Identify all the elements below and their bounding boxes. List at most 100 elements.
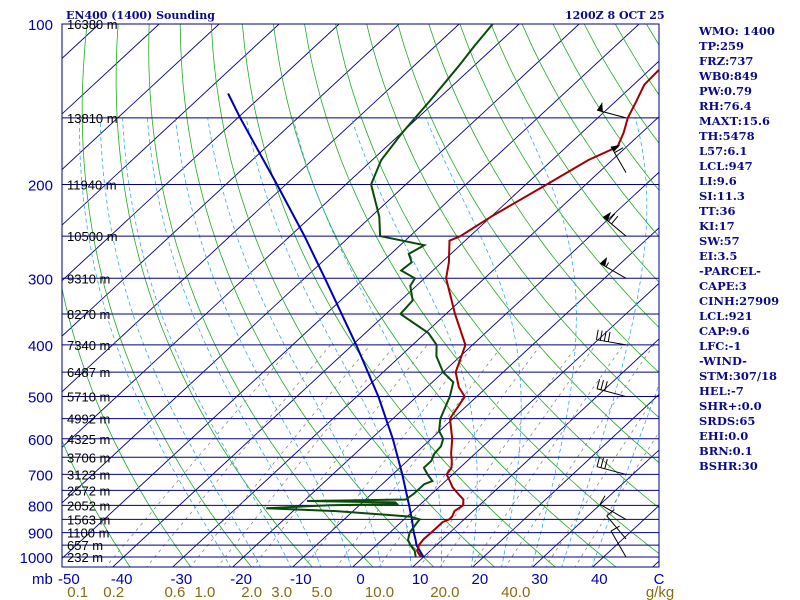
height-label: 3123 m	[67, 467, 110, 482]
index-item: PW:0.79	[699, 84, 753, 98]
mixing-ratio-line	[470, 344, 624, 567]
barb-staff	[602, 216, 627, 237]
mixing-ratio-label: 0.6	[164, 584, 185, 600]
height-label: 232 m	[67, 550, 103, 565]
height-label: 11940 m	[67, 177, 117, 192]
mixing-ratio-label: 5.0	[311, 584, 332, 600]
height-label: 16380 m	[67, 17, 118, 32]
index-item: STM:307/18	[699, 369, 778, 383]
parcel-trace	[227, 93, 425, 558]
pressure-label: 400	[28, 338, 53, 355]
wind-barb	[610, 144, 627, 173]
background-grid	[0, 24, 659, 568]
temperature-tick-label: -40	[111, 571, 133, 588]
dry-adiabat-line	[148, 24, 374, 567]
isotherm-line	[62, 24, 580, 504]
height-label: 10500 m	[67, 229, 118, 244]
height-label: 6487 m	[67, 365, 110, 380]
index-item: CAP:9.6	[699, 324, 750, 338]
barb-flag	[610, 525, 620, 532]
index-item: FRZ:737	[699, 54, 754, 68]
dry-adiabat-line	[210, 24, 496, 567]
barb-pennant	[600, 257, 608, 267]
mixing-ratio-label: 10.0	[365, 584, 394, 600]
barb-staff	[599, 262, 627, 279]
height-label: 2052 m	[67, 498, 110, 513]
index-item: TP:259	[699, 39, 745, 53]
temperature-tick-label: 10	[412, 571, 429, 588]
height-label: 657 m	[67, 538, 103, 553]
temperature-tick-label: -10	[290, 571, 312, 588]
pressure-label: 1000	[20, 550, 53, 567]
dry-adiabat-line	[62, 286, 192, 567]
index-item: TT:36	[699, 204, 736, 218]
isotherm-line	[62, 24, 640, 560]
isotherm-line	[172, 116, 659, 567]
temperature-tick-label: 20	[472, 571, 489, 588]
index-item: HEL:-7	[699, 384, 744, 398]
mixing-ratio-label: 20.0	[430, 584, 459, 600]
mixing-ratio-label: 1.0	[194, 584, 215, 600]
index-item: L57:6.1	[699, 144, 748, 158]
mixing-ratio-line	[439, 344, 596, 567]
index-item: LCL:921	[699, 309, 753, 323]
mixing-ratio-line	[419, 344, 578, 567]
wind-barb	[610, 525, 627, 558]
pressure-label: 700	[28, 467, 53, 484]
wind-barb	[596, 378, 627, 398]
dry-adiabat-line	[62, 439, 131, 567]
barb-staff	[596, 109, 627, 119]
index-item: LFC:-1	[699, 339, 742, 353]
height-label: 7340 m	[67, 338, 110, 353]
mixing-ratio-label: 2.0	[241, 584, 262, 600]
temperature-tick-label: -20	[230, 571, 252, 588]
barb-flag	[606, 509, 615, 517]
sounding-time: 1200Z 8 OCT 25	[565, 9, 665, 22]
dewpoint-trace	[266, 24, 494, 558]
moist-adiabat-line	[521, 117, 577, 567]
barb-staff	[596, 466, 627, 475]
dry-adiabat-line	[335, 24, 659, 509]
index-item: BRN:0.1	[699, 444, 753, 458]
dry-adiabat-line	[179, 24, 435, 567]
mixing-ratio-line	[105, 344, 294, 567]
barb-staff	[610, 530, 627, 558]
index-item: EI:3.5	[699, 249, 738, 263]
index-item: TH:5478	[699, 129, 755, 143]
index-item: SI:11.3	[699, 189, 745, 203]
mixing-ratio-line	[504, 344, 655, 567]
dry-adiabat-line	[81, 24, 253, 567]
barb-pennant	[611, 144, 621, 152]
dry-adiabat-line	[366, 24, 659, 464]
mixing-ratio-label: 0.2	[103, 584, 124, 600]
wind-barb	[599, 495, 627, 520]
height-label: 9310 m	[67, 271, 110, 286]
barb-flag	[599, 330, 603, 341]
dry-adiabat-line	[242, 24, 556, 567]
dry-adiabat-line	[397, 24, 659, 418]
isotherm-line	[412, 338, 659, 567]
isotherm-line	[0, 24, 39, 568]
barb-flag	[614, 147, 624, 154]
temperature-tick-label: -30	[171, 571, 193, 588]
index-item: MAXT:15.6	[699, 114, 770, 128]
barb-flag	[596, 456, 601, 467]
temperature-tick-label: -50	[58, 571, 80, 588]
height-label: 1563 m	[67, 512, 110, 527]
index-item: BSHR:30	[699, 459, 758, 473]
wind-barb	[602, 211, 627, 237]
mixing-ratio-line	[335, 344, 504, 567]
dry-adiabat-line	[490, 24, 659, 283]
profiles	[227, 24, 659, 558]
station-title: EN400 (1400) Sounding	[66, 9, 215, 22]
index-item: -PARCEL-	[699, 264, 761, 278]
barb-staff	[596, 388, 627, 398]
dry-adiabat-line	[459, 24, 659, 329]
isotherm-line	[62, 24, 340, 282]
barb-flag	[596, 378, 601, 389]
isotherm-line	[472, 393, 659, 567]
pressure-label: 500	[28, 390, 53, 407]
index-item: SW:57	[699, 234, 740, 248]
barb-flag	[600, 457, 604, 468]
barb-half-flag	[605, 262, 610, 268]
